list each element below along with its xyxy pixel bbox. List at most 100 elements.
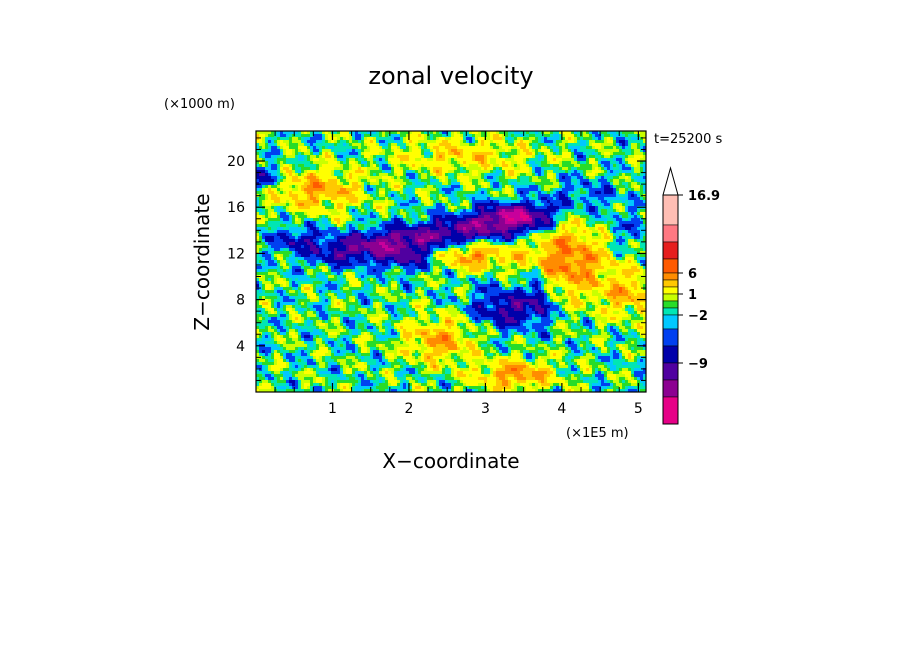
field-cell <box>373 170 377 174</box>
field-cell <box>559 149 563 153</box>
field-cell <box>376 227 380 231</box>
field-cell <box>577 152 581 156</box>
field-cell <box>301 221 305 225</box>
field-cell <box>313 227 317 231</box>
field-cell <box>463 221 467 225</box>
field-cell <box>421 227 425 231</box>
field-cell <box>445 191 449 195</box>
field-cell <box>433 179 437 183</box>
field-cell <box>310 218 314 222</box>
field-cell <box>448 191 452 195</box>
field-cell <box>370 185 374 189</box>
field-cell <box>436 224 440 228</box>
field-cell <box>451 224 455 228</box>
field-cell <box>355 242 359 246</box>
field-cell <box>304 212 308 216</box>
field-cell <box>388 155 392 159</box>
field-cell <box>280 200 284 204</box>
field-cell <box>397 155 401 159</box>
field-cell <box>313 209 317 213</box>
field-cell <box>355 230 359 234</box>
field-cell <box>304 191 308 195</box>
field-cell <box>484 143 488 147</box>
field-cell <box>382 185 386 189</box>
field-cell <box>583 206 587 210</box>
field-cell <box>619 239 623 243</box>
field-cell <box>535 230 539 234</box>
field-cell <box>553 203 557 207</box>
field-cell <box>523 209 527 213</box>
field-cell <box>391 206 395 210</box>
field-cell <box>511 236 515 240</box>
field-cell <box>262 197 266 201</box>
field-cell <box>316 137 320 141</box>
field-cell <box>289 155 293 159</box>
field-cell <box>577 239 581 243</box>
field-cell <box>622 167 626 171</box>
field-cell <box>550 218 554 222</box>
field-cell <box>382 182 386 186</box>
field-cell <box>295 206 299 210</box>
field-cell <box>508 227 512 231</box>
field-cell <box>631 134 635 138</box>
field-cell <box>460 206 464 210</box>
field-cell <box>436 206 440 210</box>
field-cell <box>577 158 581 162</box>
field-cell <box>421 158 425 162</box>
field-cell <box>580 152 584 156</box>
field-cell <box>538 167 542 171</box>
field-cell <box>271 212 275 216</box>
field-cell <box>388 200 392 204</box>
field-cell <box>349 173 353 177</box>
time-label: t=25200 s <box>654 132 722 147</box>
field-cell <box>583 227 587 231</box>
field-cell <box>514 224 518 228</box>
field-cell <box>370 155 374 159</box>
field-cell <box>514 227 518 231</box>
field-cell <box>583 149 587 153</box>
field-cell <box>274 188 278 192</box>
field-cell <box>640 155 644 159</box>
field-cell <box>574 197 578 201</box>
field-cell <box>556 236 560 240</box>
field-cell <box>553 152 557 156</box>
field-cell <box>625 215 629 219</box>
field-cell <box>280 161 284 165</box>
field-cell <box>616 233 620 237</box>
field-cell <box>562 191 566 195</box>
field-cell <box>559 164 563 168</box>
field-cell <box>373 215 377 219</box>
field-cell <box>328 233 332 237</box>
field-cell <box>325 131 329 135</box>
field-cell <box>628 227 632 231</box>
field-cell <box>256 131 260 135</box>
field-cell <box>394 191 398 195</box>
field-cell <box>529 206 533 210</box>
field-cell <box>412 170 416 174</box>
field-cell <box>430 131 434 135</box>
field-cell <box>355 236 359 240</box>
field-cell <box>517 182 521 186</box>
field-cell <box>430 224 434 228</box>
field-cell <box>481 167 485 171</box>
field-cell <box>289 137 293 141</box>
field-cell <box>352 200 356 204</box>
field-cell <box>436 131 440 135</box>
field-cell <box>589 176 593 180</box>
field-cell <box>280 230 284 234</box>
field-cell <box>454 233 458 237</box>
field-cell <box>463 197 467 201</box>
field-cell <box>319 149 323 153</box>
field-cell <box>592 221 596 225</box>
field-cell <box>580 212 584 216</box>
field-cell <box>346 218 350 222</box>
field-cell <box>346 203 350 207</box>
field-cell <box>517 236 521 240</box>
field-cell <box>619 161 623 165</box>
field-cell <box>589 239 593 243</box>
field-cell <box>619 173 623 177</box>
field-cell <box>286 140 290 144</box>
field-cell <box>325 206 329 210</box>
field-cell <box>268 176 272 180</box>
field-cell <box>553 170 557 174</box>
